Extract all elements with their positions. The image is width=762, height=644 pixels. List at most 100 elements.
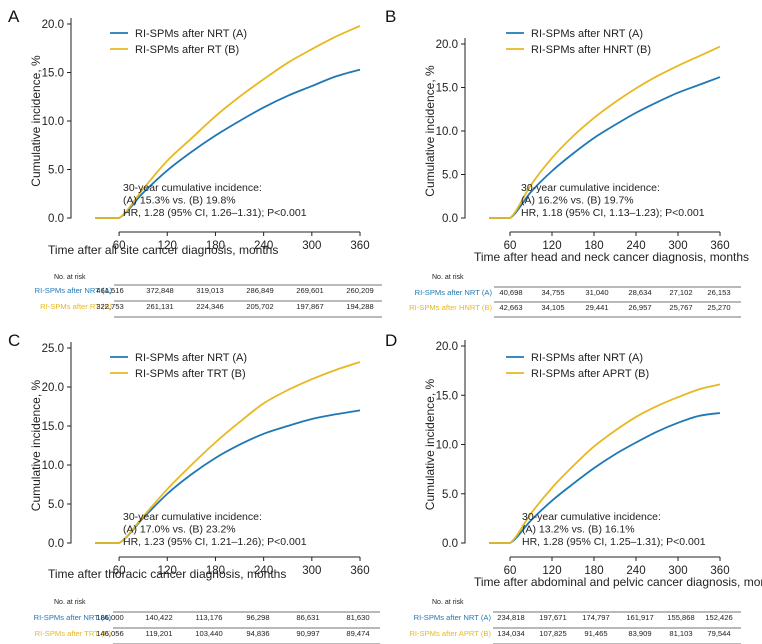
series-line-b (489, 383, 721, 544)
risk-row-label: RI-SPMs after NRT (A) (414, 613, 492, 622)
risk-value: 26,153 (707, 288, 730, 297)
panel-label: A (8, 7, 20, 26)
y-axis-label: Cumulative incidence, % (423, 378, 437, 510)
risk-value: 40,698 (499, 288, 522, 297)
risk-value: 155,868 (667, 613, 694, 622)
x-tick-label: 300 (668, 240, 687, 252)
panel-label: C (8, 331, 20, 350)
series-line-b (95, 361, 361, 544)
x-tick-label: 300 (302, 240, 321, 252)
risk-row-label: RI-SPMs after NRT (A) (34, 613, 112, 622)
x-tick-label: 180 (206, 240, 225, 252)
y-tick-label: 15.0 (436, 390, 458, 402)
legend-entry: RI-SPMs after NRT (A) (531, 28, 643, 40)
risk-value: 96,298 (246, 613, 269, 622)
annotation-line: (A) 16.2% vs. (B) 19.7% (521, 195, 634, 207)
risk-value: 119,201 (146, 629, 173, 638)
risk-value: 224,346 (196, 302, 223, 311)
risk-value: 25,767 (669, 303, 692, 312)
y-tick-label: 0.0 (442, 213, 458, 225)
y-tick-label: 10.0 (42, 116, 64, 128)
legend-entry: RI-SPMs after RT (B) (135, 44, 239, 56)
risk-value: 372,848 (146, 286, 173, 295)
chart-panel-d: D 0.0 5.0 10.0 15.0 20.0 60 120 180 240 300 360 Cumu… (385, 331, 762, 644)
x-axis-label: Time after thoracic cancer diagnosis, mo… (48, 567, 286, 581)
risk-value: 234,818 (497, 613, 524, 622)
x-tick-label: 180 (584, 240, 603, 252)
x-tick-label: 360 (710, 565, 729, 577)
risk-row-label: RI-SPMs after RT (B) (40, 302, 112, 311)
risk-table-header: No. at risk (432, 599, 464, 606)
x-tick-label: 120 (542, 565, 561, 577)
annotation-line: (A) 13.2% vs. (B) 16.1% (522, 524, 635, 536)
risk-value: 205,702 (246, 302, 273, 311)
risk-value: 461,516 (96, 286, 123, 295)
x-axis-label: Time after abdominal and pelvic cancer d… (474, 575, 762, 589)
y-axis-label: Cumulative incidence, % (29, 55, 43, 187)
risk-value: 146,056 (96, 629, 123, 638)
risk-row-label: RI-SPMs after APRT (B) (409, 629, 491, 638)
x-tick-label: 300 (302, 565, 321, 577)
risk-table-header: No. at risk (54, 599, 86, 606)
risk-value: 86,631 (296, 613, 319, 622)
series-line-a (95, 68, 361, 219)
y-tick-label: 20.0 (42, 19, 64, 31)
x-tick-label: 360 (350, 565, 369, 577)
annotation-line: 30-year cumulative incidence: (123, 182, 262, 194)
legend-entry: RI-SPMs after HNRT (B) (531, 44, 651, 56)
annotation-line: 30-year cumulative incidence: (521, 182, 660, 194)
annotation-line: 30-year cumulative incidence: (522, 511, 661, 523)
y-tick-label: 20.0 (436, 39, 458, 51)
series-line-b (489, 45, 721, 219)
y-tick-label: 20.0 (42, 382, 64, 394)
x-tick-label: 180 (206, 565, 225, 577)
y-tick-label: 25.0 (42, 343, 64, 355)
series-line-a (489, 412, 721, 544)
risk-value: 197,671 (539, 613, 566, 622)
risk-value: 42,663 (499, 303, 522, 312)
x-tick-label: 180 (584, 565, 603, 577)
y-axis-label: Cumulative incidence, % (29, 379, 43, 511)
panel-label: B (385, 7, 396, 26)
risk-value: 89,474 (346, 629, 369, 638)
annotation-line: HR, 1.18 (95% CI, 1.13–1.23); P<0.001 (521, 207, 705, 219)
x-tick-label: 120 (158, 565, 177, 577)
x-tick-label: 240 (254, 565, 273, 577)
risk-value: 28,634 (628, 288, 651, 297)
risk-table-header: No. at risk (432, 274, 464, 281)
x-tick-label: 300 (668, 565, 687, 577)
risk-value: 90,997 (296, 629, 319, 638)
risk-value: 81,103 (669, 629, 692, 638)
y-tick-label: 15.0 (42, 68, 64, 80)
risk-row-label: RI-SPMs after HNRT (B) (409, 303, 492, 312)
annotation-line: HR, 1.28 (95% CI, 1.25–1.31); P<0.001 (522, 536, 706, 548)
risk-row-label: RI-SPMs after NRT (A) (415, 288, 493, 297)
risk-value: 161,917 (626, 613, 653, 622)
panel-label: D (385, 331, 397, 350)
risk-value: 186,000 (96, 613, 123, 622)
risk-value: 91,465 (584, 629, 607, 638)
risk-value: 194,288 (346, 302, 373, 311)
risk-row-label: RI-SPMs after NRT (A) (35, 286, 113, 295)
y-tick-label: 5.0 (442, 489, 458, 501)
risk-value: 152,426 (705, 613, 732, 622)
risk-value: 103,440 (195, 629, 222, 638)
x-tick-label: 60 (113, 565, 126, 577)
x-tick-label: 60 (504, 565, 517, 577)
x-axis-label: Time after all site cancer diagnosis, mo… (48, 243, 278, 257)
x-tick-label: 60 (504, 240, 517, 252)
annotation-line: (A) 17.0% vs. (B) 23.2% (123, 524, 236, 536)
risk-value: 81,630 (346, 613, 369, 622)
y-tick-label: 5.0 (48, 499, 64, 511)
chart-panel-b: B 0.0 5.0 10.0 15.0 20.0 60 120 180 240 300 360 Cumu… (385, 7, 749, 318)
risk-value: 31,040 (585, 288, 608, 297)
annotation-line: HR, 1.28 (95% CI, 1.26–1.31); P<0.001 (123, 207, 307, 219)
series-line-a (489, 76, 721, 219)
risk-value: 134,034 (497, 629, 524, 638)
y-tick-label: 0.0 (442, 538, 458, 550)
x-axis-label: Time after head and neck cancer diagnosi… (474, 250, 749, 264)
risk-value: 322,753 (96, 302, 123, 311)
y-tick-label: 20.0 (436, 341, 458, 353)
risk-value: 25,270 (707, 303, 730, 312)
